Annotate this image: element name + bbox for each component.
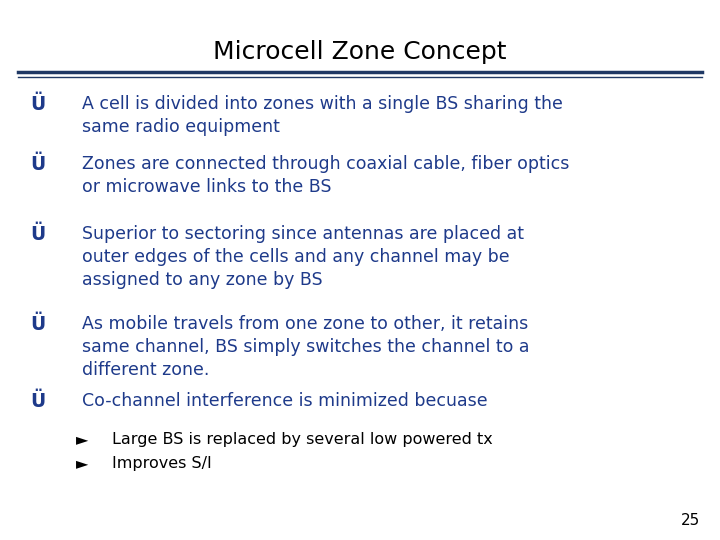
Text: Improves S/I: Improves S/I xyxy=(112,456,212,471)
Text: Large BS is replaced by several low powered tx: Large BS is replaced by several low powe… xyxy=(112,432,492,447)
Text: Ü: Ü xyxy=(30,95,45,114)
Text: Zones are connected through coaxial cable, fiber optics
or microwave links to th: Zones are connected through coaxial cabl… xyxy=(82,155,570,196)
Text: ►: ► xyxy=(76,432,88,447)
Text: Co-channel interference is minimized becuase: Co-channel interference is minimized bec… xyxy=(82,392,487,410)
Text: Ü: Ü xyxy=(30,155,45,174)
Text: Ü: Ü xyxy=(30,392,45,411)
Text: Microcell Zone Concept: Microcell Zone Concept xyxy=(213,40,507,64)
Text: Ü: Ü xyxy=(30,225,45,244)
Text: 25: 25 xyxy=(680,513,700,528)
Text: Superior to sectoring since antennas are placed at
outer edges of the cells and : Superior to sectoring since antennas are… xyxy=(82,225,524,289)
Text: Ü: Ü xyxy=(30,315,45,334)
Text: As mobile travels from one zone to other, it retains
same channel, BS simply swi: As mobile travels from one zone to other… xyxy=(82,315,529,379)
Text: ►: ► xyxy=(76,456,88,471)
Text: A cell is divided into zones with a single BS sharing the
same radio equipment: A cell is divided into zones with a sing… xyxy=(82,95,563,136)
